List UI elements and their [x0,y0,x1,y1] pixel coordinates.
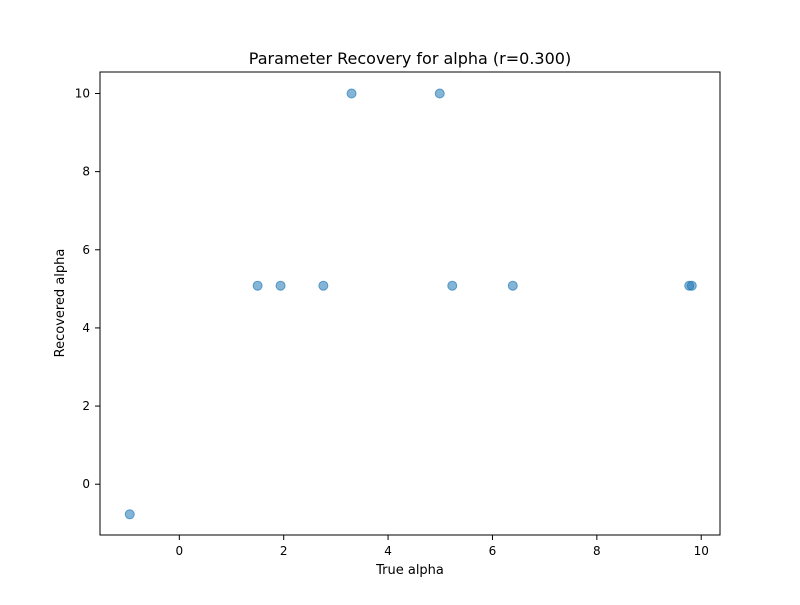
x-axis-label: True alpha [375,563,444,578]
chart-title: Parameter Recovery for alpha (r=0.300) [249,49,571,68]
data-point [124,509,135,520]
data-point [346,88,357,99]
y-tick-label: 0 [82,477,90,491]
data-point [275,280,286,291]
y-tick-label: 6 [82,243,90,257]
x-tick-label: 10 [694,544,709,558]
y-tick-label: 2 [82,399,90,413]
data-point [252,280,263,291]
y-tick-label: 10 [75,86,90,100]
y-axis: 0 2 4 6 8 10 [75,86,100,491]
x-tick-label: 8 [593,544,601,558]
x-tick-label: 0 [176,544,184,558]
x-tick-label: 4 [384,544,392,558]
y-axis-label: Recovered alpha [53,249,68,358]
y-tick-label: 4 [82,321,90,335]
data-point [507,280,518,291]
plot-area [99,71,721,536]
data-point [318,280,329,291]
data-point [686,280,697,291]
data-point [434,88,445,99]
x-axis: 0 2 4 6 8 10 [176,535,709,558]
y-tick-label: 8 [82,165,90,179]
x-tick-label: 2 [280,544,288,558]
data-points [124,88,697,520]
x-tick-label: 6 [489,544,497,558]
data-point [447,280,458,291]
